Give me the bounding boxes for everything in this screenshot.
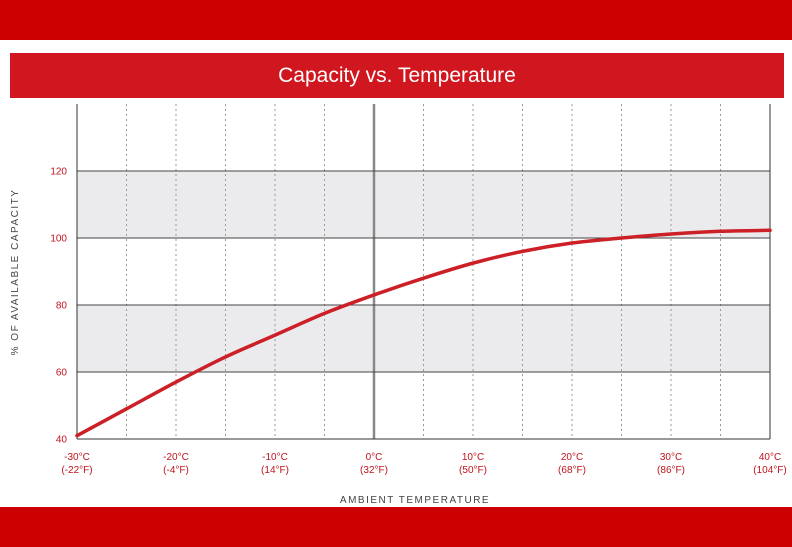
x-tick-sublabel: (14°F) — [261, 465, 289, 476]
y-tick-label: 40 — [56, 435, 68, 446]
x-tick-label: -20°C — [163, 452, 189, 463]
x-tick-label: 20°C — [561, 452, 583, 463]
vertical-gridlines — [126, 104, 721, 439]
shaded-bands — [77, 171, 770, 372]
y-axis-title: % OF AVAILABLE CAPACITY — [10, 189, 21, 356]
x-tick-label: -30°C — [64, 452, 90, 463]
x-tick-sublabel: (86°F) — [657, 465, 685, 476]
y-tick-labels: 40 60 80 100 120 — [50, 167, 67, 446]
y-tick-label: 60 — [56, 368, 68, 379]
x-tick-label: 40°C — [759, 452, 781, 463]
capacity-curve — [75, 228, 772, 438]
series-lines — [75, 228, 772, 438]
x-tick-label: -10°C — [262, 452, 288, 463]
x-tick-sublabel: (-22°F) — [61, 465, 92, 476]
x-tick-label: 30°C — [660, 452, 682, 463]
x-tick-label: 10°C — [462, 452, 484, 463]
y-tick-label: 80 — [56, 301, 68, 312]
x-tick-sublabel: (104°F) — [753, 465, 786, 476]
bottom-red-band — [0, 507, 792, 547]
top-red-band — [0, 0, 792, 40]
x-tick-labels: -30°C (-22°F) -20°C (-4°F) -10°C (14°F) 0°C (32… — [61, 452, 786, 476]
x-tick-label: 0°C — [366, 452, 383, 463]
plot-frame — [76, 104, 771, 440]
x-tick-sublabel: (-4°F) — [163, 465, 189, 476]
chart-title: Capacity vs. Temperature — [10, 53, 784, 98]
x-tick-sublabel: (50°F) — [459, 465, 487, 476]
x-axis-title: AMBIENT TEMPERATURE — [340, 495, 490, 506]
x-tick-sublabel: (68°F) — [558, 465, 586, 476]
x-tick-sublabel: (32°F) — [360, 465, 388, 476]
y-tick-label: 100 — [50, 234, 67, 245]
y-tick-label: 120 — [50, 167, 67, 178]
